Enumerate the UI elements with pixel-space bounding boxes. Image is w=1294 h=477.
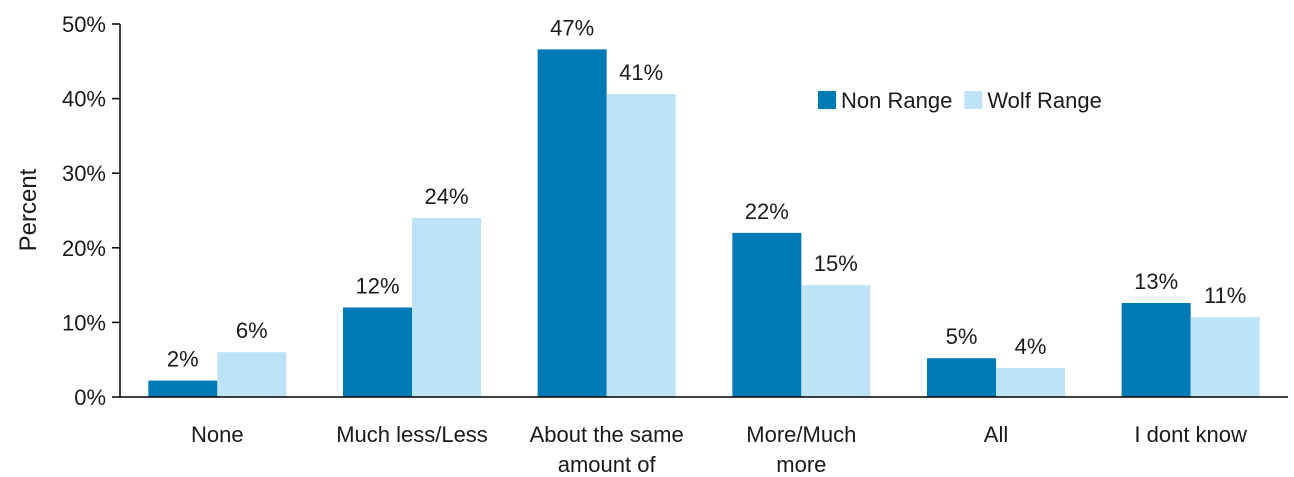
legend-label: Non Range — [841, 88, 952, 113]
x-axis-labels: None Much less/Less About the same amount o… — [191, 422, 1247, 477]
legend-label: Wolf Range — [987, 88, 1102, 113]
y-axis-ticks: 0% 10% 20% 30% 40% 50% — [62, 12, 120, 410]
y-tick-label: 30% — [62, 161, 106, 186]
category-label-line: more — [776, 452, 826, 477]
bar-wolf-range — [217, 352, 287, 397]
category-label-line: More/Much — [746, 422, 856, 447]
y-tick-label: 40% — [62, 87, 106, 112]
y-tick-label: 10% — [62, 310, 106, 335]
category-label: More/Much more — [746, 422, 856, 477]
data-label: 12% — [355, 273, 399, 298]
bar-non-range — [537, 49, 607, 397]
category-label-line: I dont know — [1134, 422, 1247, 447]
category-label: Much less/Less — [336, 422, 488, 447]
bar-wolf-range — [606, 94, 676, 398]
bars — [148, 49, 1260, 398]
data-label: 6% — [236, 318, 268, 343]
axes — [119, 24, 1288, 398]
bar-non-range — [148, 380, 218, 397]
legend-swatch — [964, 91, 983, 109]
bar-non-range — [343, 307, 412, 397]
data-label: 11% — [1204, 283, 1246, 308]
y-tick-label: 50% — [62, 12, 106, 37]
bar-non-range — [1121, 303, 1191, 397]
data-label: 13% — [1134, 269, 1178, 294]
category-label-line: All — [984, 422, 1008, 447]
bar-wolf-range — [1190, 317, 1260, 397]
y-axis-title: Percent — [15, 168, 42, 251]
data-label: 5% — [946, 324, 978, 349]
category-label: All — [984, 422, 1008, 447]
bar-non-range — [732, 232, 802, 397]
data-label: 47% — [550, 15, 594, 40]
bar-wolf-range — [996, 367, 1065, 397]
category-label: About the same amount of — [530, 422, 684, 477]
category-label-line: Much less/Less — [336, 422, 488, 447]
category-label-line: amount of — [558, 452, 657, 477]
data-labels: 2% 6% 12% 24% 47% 41% 22% 15% 5% 4% 13% 11% — [167, 15, 1246, 371]
category-label: None — [191, 422, 244, 447]
legend: Non Range Wolf Range — [818, 88, 1102, 113]
data-label: 15% — [814, 251, 858, 276]
bar-wolf-range — [412, 217, 481, 397]
data-label: 41% — [619, 60, 663, 85]
data-label: 2% — [167, 347, 199, 372]
y-tick-label: 0% — [74, 385, 106, 410]
data-label: 22% — [745, 199, 789, 224]
data-label: 4% — [1015, 334, 1047, 359]
y-tick-label: 20% — [62, 236, 106, 261]
bar-wolf-range — [801, 285, 871, 397]
category-label: I dont know — [1134, 422, 1247, 447]
category-label-line: About the same — [530, 422, 684, 447]
legend-swatch — [818, 91, 836, 109]
data-label: 24% — [424, 184, 468, 209]
category-label-line: None — [191, 422, 244, 447]
bar-non-range — [927, 358, 996, 397]
